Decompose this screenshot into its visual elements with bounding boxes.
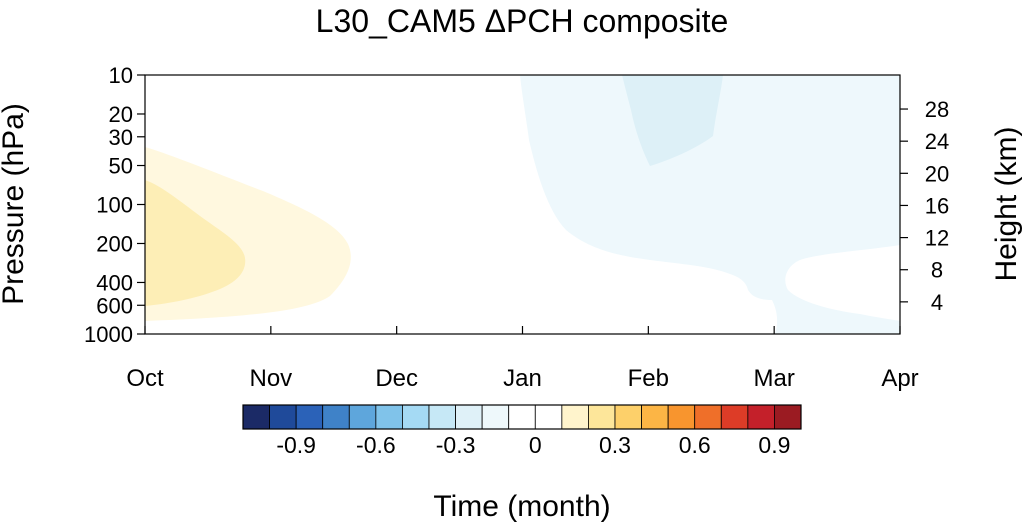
y-tick-label: 100 [96,193,133,218]
x-tick-label: Apr [881,365,918,392]
x-axis: Oct Nov Dec Jan Feb Mar Apr [126,326,919,392]
colorbar-swatch [455,404,483,430]
colorbar: -0.9 -0.6 -0.3 0 0.3 0.6 0.9 [242,404,802,458]
plot-area [145,75,900,334]
colorbar-swatch [694,404,722,430]
colorbar-tick-label: 0.9 [758,432,790,458]
colorbar-tick-label: -0.6 [356,432,396,458]
colorbar-swatch [588,404,616,430]
colorbar-swatch [348,404,377,430]
y-tick-label: 30 [109,125,133,150]
x-tick-label: Jan [503,365,542,392]
x-tick-label: Mar [753,365,794,392]
colorbar-swatch [481,404,510,430]
colorbar-swatch [774,404,802,430]
colorbar-swatch [402,404,430,430]
colorbar-swatch [641,404,669,430]
contour-region-negative-core [622,75,723,166]
x-axis-label: Time (month) [433,490,610,523]
y-right-tick-label: 28 [925,97,949,122]
y-right-tick-label: 24 [925,129,949,154]
colorbar-swatch [242,404,270,430]
colorbar-frame [242,404,802,430]
x-tick-label: Oct [126,365,164,392]
colorbar-swatch [720,404,749,430]
y-right-tick-label: 12 [925,226,949,251]
colorbar-swatch [614,404,642,430]
colorbar-swatch [428,404,456,430]
y-tick-label: 1000 [84,322,133,347]
colorbar-swatch [747,404,775,430]
colorbar-tick-label: 0.6 [679,432,711,458]
colorbar-swatch [667,404,696,430]
y-right-tick-label: 4 [931,290,943,315]
contour-region-negative-weak [520,75,900,334]
y-tick-label: 200 [96,231,133,256]
colorbar-swatch [295,404,324,430]
colorbar-swatch [508,404,536,430]
y-tick-label: 20 [109,102,133,127]
x-tick-label: Dec [375,365,418,392]
colorbar-swatch [561,404,589,430]
y-tick-label: 10 [109,63,133,88]
colorbar-swatch [269,404,297,430]
y-tick-label: 50 [109,154,133,179]
colorbar-swatch [375,404,403,430]
y-axis-left-label: Pressure (hPa) [0,103,30,305]
contour-region-positive-core [145,180,246,306]
colorbar-tick-label: 0 [529,432,542,458]
y-tick-label: 600 [96,293,133,318]
x-tick-label: Feb [628,365,669,392]
colorbar-tick-label: -0.9 [276,432,316,458]
chart-title: L30_CAM5 ΔPCH composite [316,3,729,39]
colorbar-swatch [534,404,563,430]
x-tick-label: Nov [249,365,292,392]
y-axis-right: 4 8 12 16 20 24 28 [900,97,949,315]
y-right-tick-label: 8 [931,258,943,283]
y-right-tick-label: 16 [925,193,949,218]
y-tick-label: 400 [96,270,133,295]
colorbar-tick-label: 0.3 [599,432,631,458]
y-right-tick-label: 20 [925,161,949,186]
colorbar-tick-label: -0.3 [436,432,476,458]
colorbar-swatch [322,404,350,430]
y-axis-right-label: Height (km) [990,126,1023,281]
